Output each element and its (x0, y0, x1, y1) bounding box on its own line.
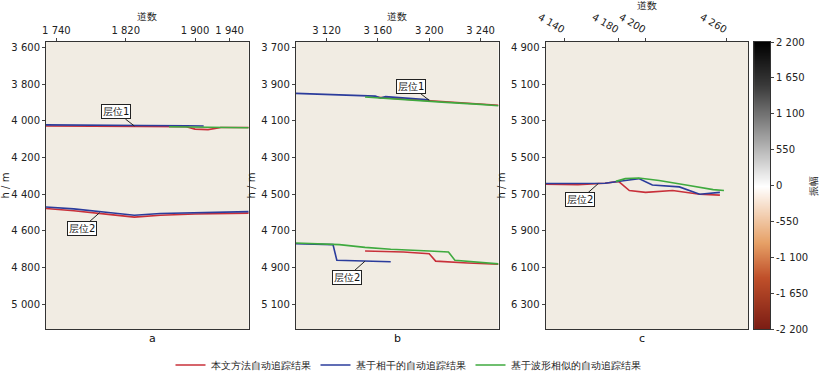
svg-text:4 300: 4 300 (261, 152, 290, 163)
svg-text:5 100: 5 100 (511, 79, 540, 90)
svg-text:3 900: 3 900 (261, 79, 290, 90)
svg-text:4 200: 4 200 (617, 11, 647, 35)
svg-text:4 100: 4 100 (261, 115, 290, 126)
svg-text:-550: -550 (776, 216, 799, 227)
svg-text:振幅: 振幅 (808, 176, 819, 196)
svg-text:3 120: 3 120 (312, 25, 341, 36)
svg-text:基于波形相似的自动追踪结果: 基于波形相似的自动追踪结果 (511, 360, 641, 371)
svg-text:5 500: 5 500 (511, 152, 540, 163)
svg-text:道数: 道数 (387, 11, 407, 22)
svg-text:0: 0 (776, 180, 782, 191)
svg-text:基于相干的自动追踪结果: 基于相干的自动追踪结果 (356, 360, 466, 371)
svg-text:4 140: 4 140 (536, 11, 566, 35)
svg-text:4 000: 4 000 (11, 115, 40, 126)
svg-text:5 700: 5 700 (511, 189, 540, 200)
svg-text:550: 550 (776, 144, 795, 155)
svg-text:道数: 道数 (137, 11, 157, 22)
svg-text:层位2: 层位2 (69, 223, 95, 234)
svg-text:h / m: h / m (246, 173, 257, 199)
svg-text:层位1: 层位1 (398, 81, 424, 92)
svg-text:3 200: 3 200 (415, 25, 444, 36)
svg-text:6 100: 6 100 (511, 262, 540, 273)
svg-text:1 940: 1 940 (215, 25, 244, 36)
svg-text:4 180: 4 180 (590, 11, 620, 35)
svg-text:1 820: 1 820 (111, 25, 140, 36)
svg-text:-2 200: -2 200 (776, 324, 808, 335)
svg-text:1 100: 1 100 (776, 108, 805, 119)
svg-text:4 800: 4 800 (11, 262, 40, 273)
svg-text:3 160: 3 160 (364, 25, 393, 36)
svg-text:4 200: 4 200 (11, 152, 40, 163)
svg-text:3 800: 3 800 (11, 79, 40, 90)
svg-text:-1 650: -1 650 (776, 288, 808, 299)
svg-text:3 240: 3 240 (466, 25, 495, 36)
svg-text:6 300: 6 300 (511, 299, 540, 310)
svg-text:b: b (394, 332, 401, 345)
svg-text:h / m: h / m (0, 173, 11, 199)
svg-text:4 700: 4 700 (261, 225, 290, 236)
svg-text:本文方法自动追踪结果: 本文方法自动追踪结果 (211, 360, 311, 371)
svg-text:道数: 道数 (637, 0, 657, 11)
svg-text:5 900: 5 900 (511, 225, 540, 236)
svg-text:4 900: 4 900 (511, 42, 540, 53)
svg-text:3 600: 3 600 (11, 42, 40, 53)
svg-text:4 600: 4 600 (11, 225, 40, 236)
svg-text:层位2: 层位2 (567, 194, 593, 205)
svg-text:层位1: 层位1 (103, 106, 129, 117)
svg-text:5 300: 5 300 (511, 115, 540, 126)
svg-text:5 100: 5 100 (261, 299, 290, 310)
svg-text:4 900: 4 900 (261, 262, 290, 273)
svg-text:-1 100: -1 100 (776, 252, 808, 263)
svg-text:4 260: 4 260 (698, 11, 728, 35)
svg-text:1 650: 1 650 (776, 72, 805, 83)
svg-text:4 500: 4 500 (261, 189, 290, 200)
svg-text:c: c (639, 332, 645, 345)
svg-text:层位2: 层位2 (334, 272, 360, 283)
svg-text:1 740: 1 740 (42, 25, 71, 36)
svg-text:a: a (149, 332, 156, 345)
svg-text:4 400: 4 400 (11, 189, 40, 200)
svg-text:1 900: 1 900 (181, 25, 210, 36)
svg-text:3 700: 3 700 (261, 42, 290, 53)
svg-text:h / m: h / m (496, 173, 507, 199)
svg-text:2 200: 2 200 (776, 37, 805, 48)
svg-text:5 000: 5 000 (11, 299, 40, 310)
